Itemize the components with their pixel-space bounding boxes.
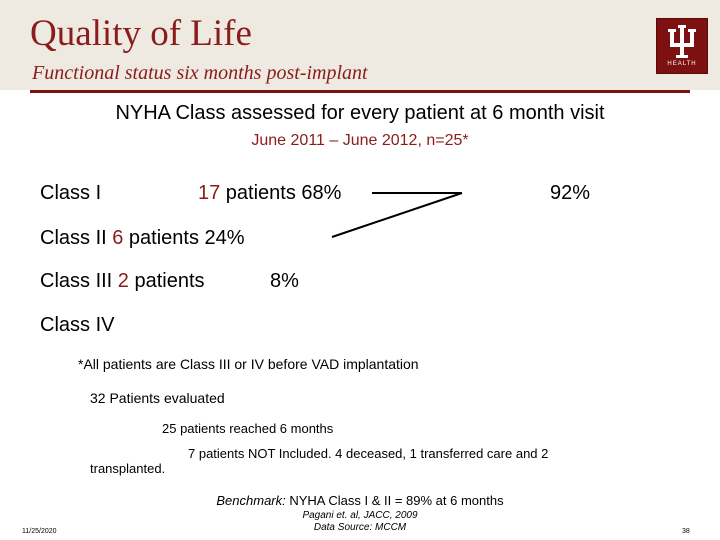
reached-note: 25 patients reached 6 months — [162, 421, 334, 436]
benchmark: Benchmark: NYHA Class I & II = 89% at 6 … — [0, 493, 720, 508]
not-included-note-line1: 7 patients NOT Included. 4 deceased, 1 t… — [188, 446, 549, 461]
slide-title: Quality of Life — [30, 13, 252, 54]
footnote: *All patients are Class III or IV before… — [78, 356, 419, 372]
header-divider — [30, 90, 690, 93]
benchmark-label: Benchmark: — [216, 493, 286, 508]
class-2-suffix: patients 24% — [123, 227, 245, 249]
class-3-label: Class III — [40, 270, 118, 292]
class-3-suffix: patients — [128, 270, 205, 292]
class-1-stat: 17 patients 68% — [198, 182, 341, 205]
not-included-note-line2: transplanted. — [90, 461, 166, 476]
bracket-diagonal-line — [331, 192, 463, 238]
trident-icon — [668, 25, 696, 58]
benchmark-text: NYHA Class I & II = 89% at 6 months — [285, 493, 504, 508]
data-source: Data Source: MCCM — [313, 522, 407, 533]
page-number: 38 — [682, 528, 690, 535]
class-1-suffix: patients 68% — [220, 182, 342, 204]
main-heading: NYHA Class assessed for every patient at… — [115, 102, 605, 124]
class-2-count: 6 — [112, 227, 124, 249]
class-3-percent: 8% — [270, 270, 299, 292]
slide-header — [0, 0, 720, 90]
class-1-count: 17 — [198, 182, 221, 204]
university-logo: HEALTH — [656, 18, 708, 74]
logo-text: HEALTH — [667, 61, 697, 67]
class-3-count: 2 — [117, 270, 129, 292]
evaluated-note: 32 Patients evaluated — [90, 390, 225, 406]
class-1-label: Class I — [40, 182, 102, 204]
class-2-label: Class II — [40, 227, 113, 249]
class-4-label: Class IV — [40, 314, 115, 336]
class-3-stat: Class III 2 patients — [40, 270, 205, 293]
reference-citation: Pagani et. al, JACC, 2009 — [302, 510, 418, 521]
combined-percent: 92% — [550, 182, 591, 204]
footer-date: 11/25/2020 — [22, 528, 57, 535]
class-2-stat: Class II 6 patients 24% — [40, 227, 245, 250]
slide-subtitle: Functional status six months post-implan… — [32, 62, 368, 84]
date-range-heading: June 2011 – June 2012, n=25* — [251, 132, 469, 149]
